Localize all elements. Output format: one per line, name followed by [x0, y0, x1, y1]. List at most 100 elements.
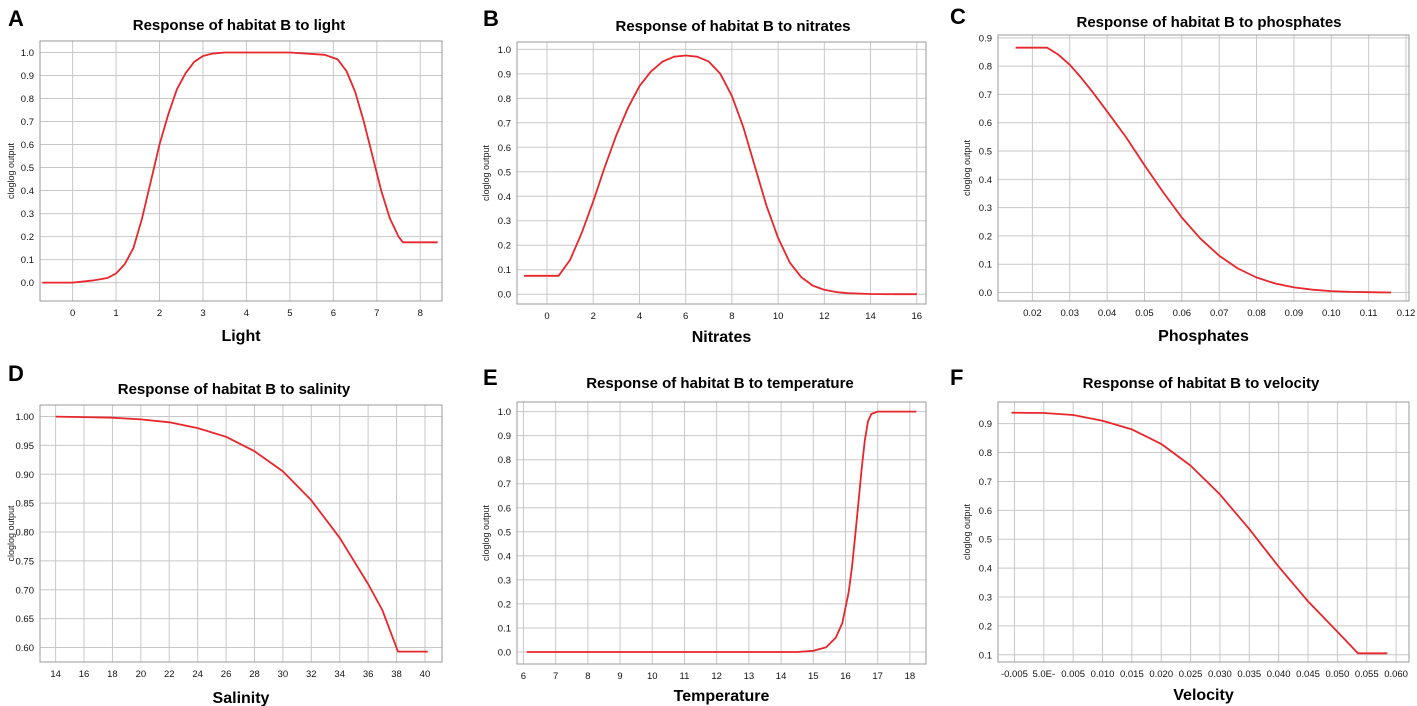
x-tick-label: 0.010	[1091, 669, 1115, 680]
x-tick-label: 14	[776, 671, 787, 682]
plot-frame	[997, 34, 1410, 302]
x-tick-label: 0.06	[1173, 308, 1192, 319]
x-tick-label: 17	[872, 671, 883, 682]
x-axis-label: Salinity	[213, 690, 270, 706]
panel-letter: F	[950, 365, 963, 390]
y-tick-label: 0.8	[498, 455, 511, 466]
x-tick-label: 4	[244, 308, 249, 319]
y-axis-label: cloglog output	[6, 505, 16, 562]
y-tick-label: 0.70	[16, 585, 35, 596]
chart-title: Response of habitat B to light	[133, 17, 346, 34]
y-tick-label: 0.6	[979, 506, 992, 517]
y-tick-label: 0.9	[498, 69, 511, 80]
x-tick-label: 0.015	[1120, 669, 1144, 680]
x-tick-label: 15	[808, 671, 819, 682]
y-tick-label: 0.2	[498, 599, 511, 610]
plot-frame	[516, 401, 927, 665]
x-tick-label: 0.035	[1237, 669, 1261, 680]
y-tick-label: 0.4	[979, 564, 992, 575]
y-tick-label: 0.4	[21, 186, 34, 197]
x-tick-label: 0.040	[1267, 669, 1291, 680]
y-tick-label: 0.95	[16, 441, 35, 452]
y-tick-label: 0.7	[979, 90, 992, 101]
y-tick-label: 0.5	[498, 527, 511, 538]
y-axis-label: cloglog output	[962, 503, 972, 560]
x-tick-label: 20	[136, 669, 147, 680]
y-tick-label: 0.9	[979, 33, 992, 44]
y-tick-label: 0.7	[979, 477, 992, 488]
x-tick-label: 13	[744, 671, 755, 682]
y-axis-label: cloglog output	[481, 504, 491, 561]
x-tick-label: 16	[79, 669, 90, 680]
y-tick-label: 0.2	[21, 232, 34, 243]
y-tick-label: 0.75	[16, 556, 35, 567]
response-curve	[55, 415, 428, 653]
x-tick-label: 0.07	[1210, 308, 1229, 319]
y-tick-label: 0.8	[21, 94, 34, 105]
plot-area	[998, 35, 1409, 301]
y-tick-label: 0.4	[498, 192, 511, 203]
x-tick-label: 12	[711, 671, 722, 682]
y-tick-label: 1.0	[21, 48, 34, 59]
plot-area	[517, 402, 926, 664]
y-tick-label: 0.2	[979, 621, 992, 632]
x-tick-label: 34	[334, 669, 345, 680]
y-tick-label: 0.2	[498, 241, 511, 252]
y-tick-label: 0.90	[16, 470, 35, 481]
y-tick-label: 0.1	[21, 255, 34, 266]
x-tick-label: 10	[647, 671, 658, 682]
x-tick-label: 18	[905, 671, 916, 682]
x-tick-label: 0	[70, 308, 75, 319]
response-curve	[526, 410, 917, 653]
x-tick-label: 2	[157, 308, 162, 319]
x-tick-label: 16	[840, 671, 851, 682]
y-tick-label: 0.0	[498, 647, 511, 658]
y-tick-label: 1.0	[498, 45, 511, 56]
y-tick-label: 0.3	[498, 216, 511, 227]
y-tick-label: 0.1	[979, 260, 992, 271]
y-tick-label: 0.0	[498, 290, 511, 301]
y-tick-label: 0.1	[979, 650, 992, 661]
x-tick-label: 0.060	[1384, 669, 1408, 680]
y-tick-label: 0.7	[498, 479, 511, 490]
x-tick-label: 24	[192, 669, 203, 680]
x-tick-label: 0	[544, 311, 549, 322]
x-axis-label: Phosphates	[1158, 328, 1249, 345]
chart-title: Response of habitat B to nitrates	[615, 18, 850, 35]
x-tick-label: 30	[278, 669, 289, 680]
x-tick-label: 4	[637, 311, 642, 322]
chart-panel-f: F Response of habitat B to velocity -0.005…	[950, 365, 1410, 704]
x-tick-label: 0.020	[1149, 669, 1173, 680]
x-tick-label: 1	[113, 308, 118, 319]
x-tick-label: 36	[363, 669, 374, 680]
x-tick-label: 9	[617, 671, 622, 682]
y-tick-label: 0.5	[979, 535, 992, 546]
chart-panel-b: B Response of habitat B to nitrates 0 2 4 6 8 1…	[481, 6, 927, 346]
chart-title: Response of habitat B to temperature	[586, 375, 854, 392]
x-tick-label: 6	[521, 671, 526, 682]
x-tick-label: 0.055	[1355, 669, 1379, 680]
x-tick-label: 0.02	[1023, 308, 1042, 319]
panel-letter: B	[483, 6, 499, 31]
x-tick-label: 0.005	[1061, 669, 1085, 680]
x-tick-label: 28	[249, 669, 260, 680]
y-tick-label: 0.0	[979, 288, 992, 299]
y-tick-label: 0.7	[498, 118, 511, 129]
x-tick-label: 0.08	[1247, 308, 1266, 319]
y-tick-label: 1.00	[16, 412, 35, 423]
y-tick-label: 0.6	[979, 118, 992, 129]
response-curve	[523, 54, 917, 296]
y-axis-label: cloglog output	[962, 139, 972, 196]
response-curve	[1011, 411, 1388, 655]
x-tick-label: 0.09	[1285, 308, 1304, 319]
y-tick-label: 0.8	[979, 62, 992, 73]
y-tick-label: 0.3	[979, 203, 992, 214]
chart-panel-d: D Response of habitat B to salinity 14 16 18…	[6, 361, 443, 706]
x-tick-label: 10	[773, 311, 784, 322]
x-tick-label: 0.04	[1098, 308, 1117, 319]
y-tick-label: 0.1	[498, 623, 511, 634]
y-tick-label: 0.1	[498, 265, 511, 276]
y-tick-label: 1.0	[498, 407, 511, 418]
y-tick-label: 0.80	[16, 528, 35, 539]
